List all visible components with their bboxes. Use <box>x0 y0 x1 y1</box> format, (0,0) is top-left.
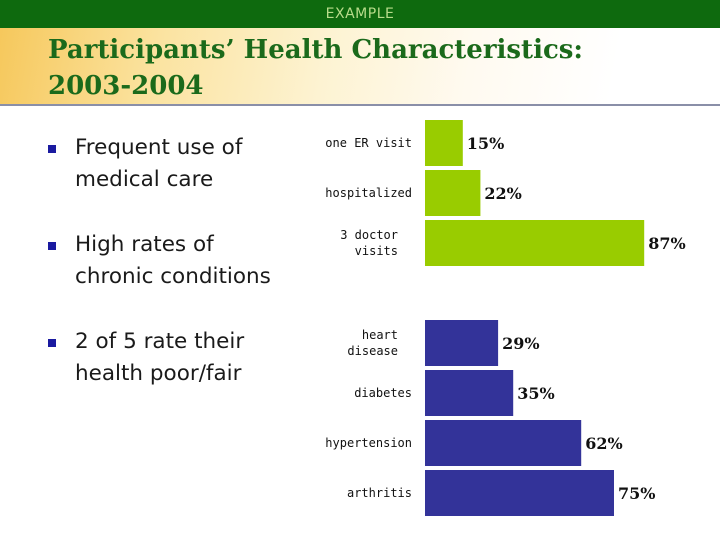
bar-heart-disease <box>425 320 499 366</box>
bullet-item: High rates of chronic conditions <box>48 229 335 293</box>
bar-hypertension <box>425 420 582 466</box>
bullet-square-icon <box>48 145 56 153</box>
bullet-line1: High rates of <box>75 232 214 257</box>
bar-hospitalized <box>425 170 481 216</box>
title-band <box>0 28 720 105</box>
header-bar: EXAMPLE <box>0 0 720 28</box>
value-label-hospitalized: 22% <box>484 184 521 203</box>
slide-title-line2: 2003-2004 <box>48 71 204 101</box>
category-label-diabetes: diabetes <box>354 386 412 400</box>
value-label-arthritis: 75% <box>618 484 655 503</box>
bullet-item: 2 of 5 rate their health poor/fair <box>48 326 335 390</box>
bullet-line2: chronic conditions <box>75 264 271 289</box>
bar-charts: one ER visit 15% hospitalized 22% 3 doctor vi… <box>325 120 686 516</box>
value-label-heart-disease: 29% <box>502 334 539 353</box>
bar-diabetes <box>425 370 514 416</box>
category-label-arthritis: arthritis <box>347 486 412 500</box>
bar-arthritis <box>425 470 614 516</box>
bar-3-doctor-visits <box>425 220 645 266</box>
bullet-item: Frequent use of medical care <box>48 132 335 196</box>
bullet-line2: health poor/fair <box>75 361 242 386</box>
bullet-line1: Frequent use of <box>75 135 243 160</box>
bullet-line1: 2 of 5 rate their <box>75 329 245 354</box>
category-label-hypertension: hypertension <box>325 436 412 450</box>
category-label-heart-disease: heart disease <box>347 328 398 358</box>
header-tag: EXAMPLE <box>325 6 395 22</box>
category-label-3-doctor-visits: 3 doctor visits <box>340 228 398 258</box>
category-label-hospitalized: hospitalized <box>325 186 412 200</box>
value-label-hypertension: 62% <box>585 434 622 453</box>
value-label-3-doctor-visits: 87% <box>648 234 685 253</box>
slide-title: Participants’ Health Characteristics: 20… <box>48 32 583 104</box>
bar-one-er-visit <box>425 120 463 166</box>
category-label-one-er-visit: one ER visit <box>325 136 412 150</box>
value-label-one-er-visit: 15% <box>467 134 504 153</box>
bullet-line2: medical care <box>75 167 214 192</box>
title-divider <box>0 104 720 106</box>
bullet-square-icon <box>48 242 56 250</box>
slide-title-line1: Participants’ Health Characteristics: <box>48 35 584 65</box>
bullet-list: Frequent use of medical care High rates … <box>48 132 335 423</box>
bullet-square-icon <box>48 339 56 347</box>
value-label-diabetes: 35% <box>517 384 554 403</box>
